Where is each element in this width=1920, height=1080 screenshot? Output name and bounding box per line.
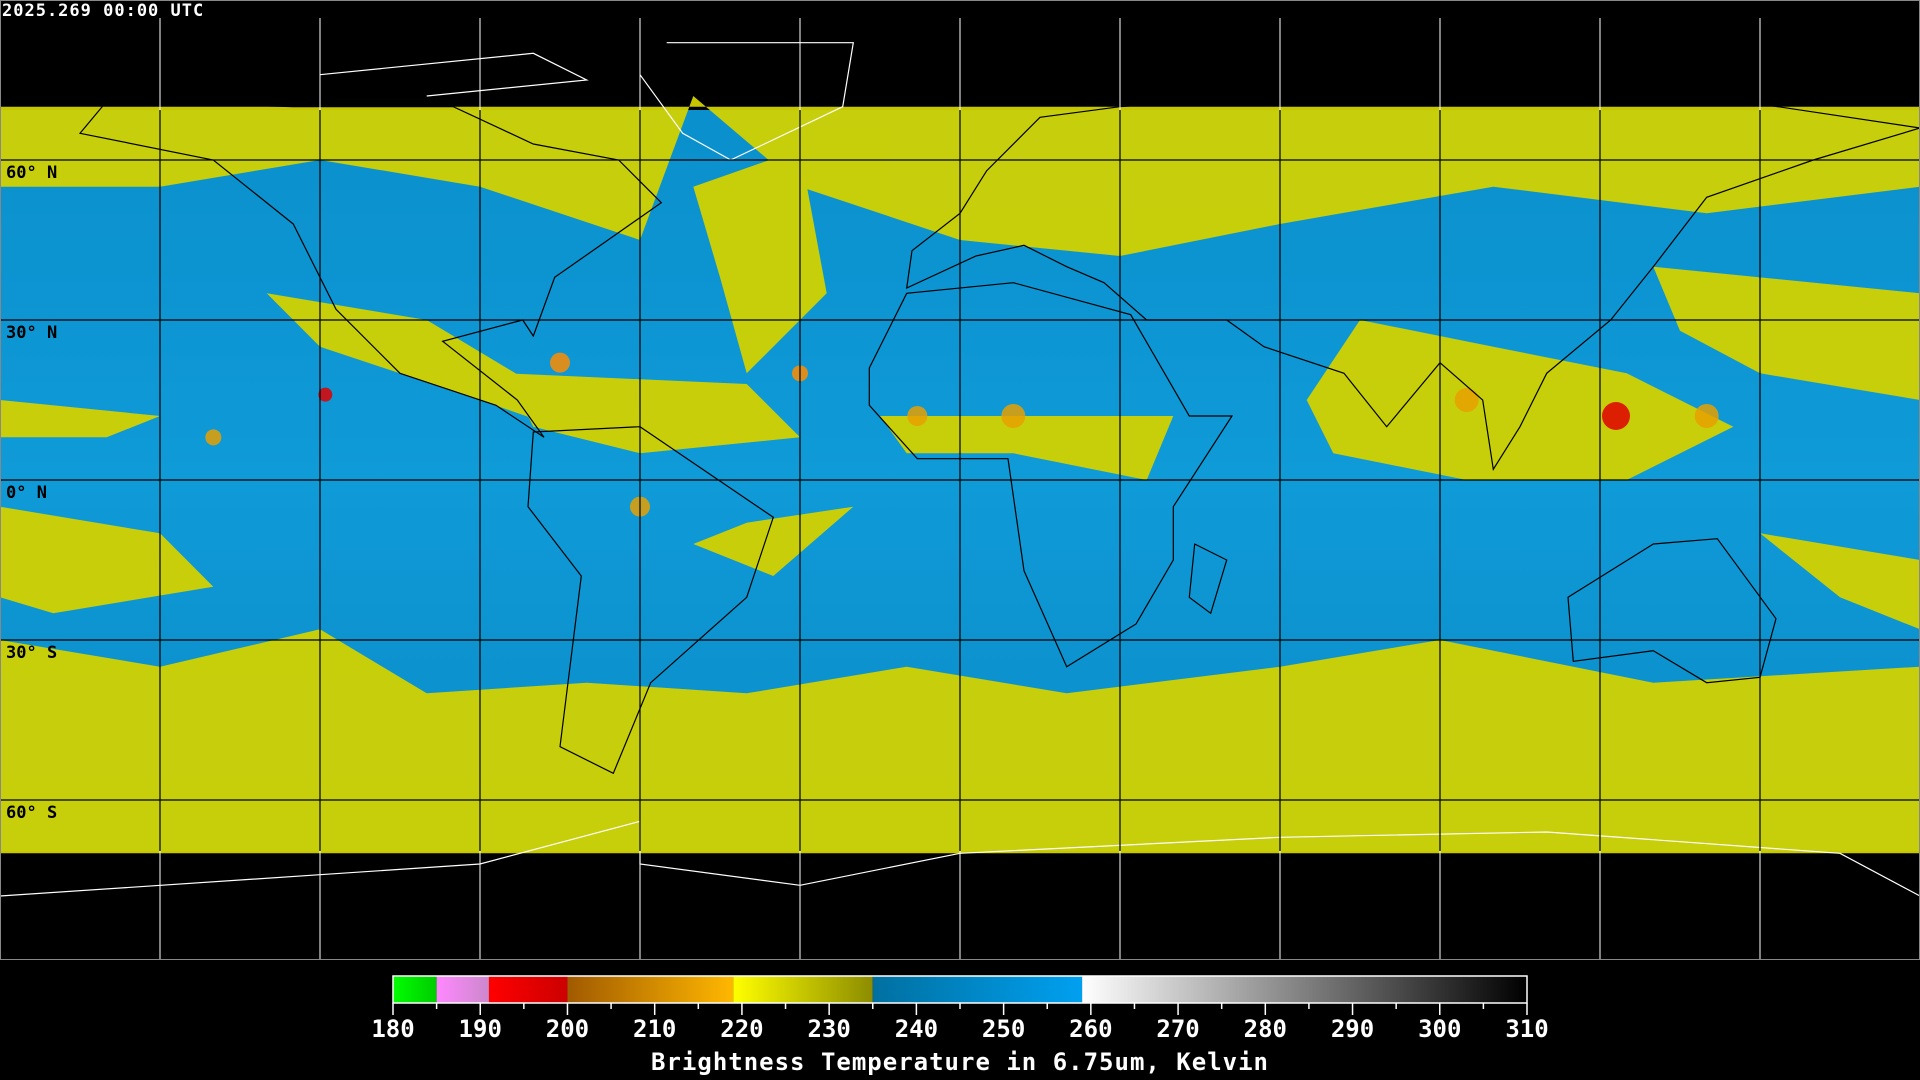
colorbar-segment [1082,976,1527,1003]
coastline-africa [868,282,1234,668]
convective-cloud [1602,402,1630,430]
colorbar-tick-label: 230 [807,1015,851,1043]
convective-cloud [318,387,333,402]
lat-lon-grid [0,0,1920,960]
convective-cloud [550,352,570,373]
timestamp: 2025.269 00:00 UTC [2,1,205,21]
colorbar-segment [436,976,489,1003]
colorbar-tick-label: 190 [458,1015,502,1043]
lat-label-30s: 30° S [6,643,58,663]
colorbar-tick-label: 220 [720,1015,764,1043]
colorbar [392,975,1528,1015]
cold-cloud-tops [205,352,1719,517]
convective-cloud [1454,388,1479,412]
convective-cloud [1001,404,1026,428]
dry-air-region [1653,266,1920,400]
colorbar-tick-label: 210 [633,1015,677,1043]
colorbar-tick-label: 280 [1243,1015,1287,1043]
colorbar-tick-label: 200 [545,1015,590,1043]
colorbar-tick-label: 270 [1156,1015,1200,1043]
coastline-madagascar [1188,543,1228,615]
colorbar-segment [488,976,568,1003]
colorbar-segment [567,976,734,1003]
colorbar-tick-label: 240 [894,1015,939,1043]
dry-air-region [0,400,160,438]
colorbar-segment [393,976,437,1003]
colorbar-segment [733,976,873,1003]
lat-label-0n: 0° N [6,483,47,503]
colorbar-tick-label: 300 [1418,1015,1462,1043]
lat-label-60n: 60° N [6,163,58,183]
lat-label-30n: 30° N [6,323,58,343]
dry-air-region [506,373,800,454]
dry-air-region [266,293,587,438]
colorbar-segment [872,976,1083,1003]
colorbar-tick-label: 290 [1330,1015,1375,1043]
coastline-south-america [527,426,775,775]
colorbar-tick-label: 250 [981,1015,1026,1043]
water-vapor-map [0,0,1920,960]
dry-air-region [693,506,854,576]
convective-cloud [907,406,928,426]
dry-air-region [693,149,827,374]
coastline-arctic-islands [319,52,589,97]
colorbar-title: Brightness Temperature in 6.75um, Kelvin [651,1048,1269,1076]
colorbar-tick-label: 260 [1069,1015,1113,1043]
dry-air-region [880,416,1174,480]
coastline-eurasia [905,74,1920,471]
colorbar-tick-label: 180 [371,1015,415,1043]
colorbar-tick-label: 310 [1505,1015,1549,1043]
convective-cloud [1694,404,1719,428]
coastline-greenland [639,42,855,161]
dry-air-region [1306,320,1734,480]
lat-label-60s: 60° S [6,803,58,823]
convective-cloud [205,429,222,446]
dry-air-region [1760,533,1920,630]
